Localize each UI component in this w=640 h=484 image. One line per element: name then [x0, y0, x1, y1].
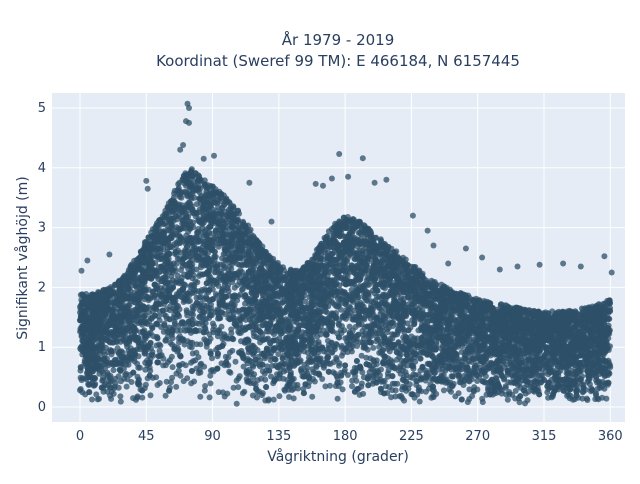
data-point	[111, 367, 117, 373]
data-point	[228, 300, 234, 306]
data-point	[89, 397, 95, 403]
data-point	[210, 321, 216, 327]
data-point	[157, 348, 163, 354]
data-point	[335, 396, 341, 402]
data-point	[401, 398, 407, 404]
data-point	[393, 387, 399, 393]
data-point	[286, 394, 292, 400]
data-point	[359, 353, 365, 359]
data-point	[469, 393, 475, 399]
data-point	[170, 364, 176, 370]
data-point	[398, 371, 404, 377]
data-point	[377, 326, 383, 332]
data-point	[124, 384, 130, 390]
data-point	[216, 389, 222, 395]
data-point	[197, 394, 203, 400]
data-point	[349, 383, 355, 389]
data-point	[241, 389, 247, 395]
data-point	[219, 324, 225, 330]
data-point	[173, 371, 179, 377]
data-point	[273, 357, 279, 363]
data-point	[208, 380, 214, 386]
data-point	[93, 391, 99, 397]
data-point	[172, 321, 178, 327]
data-point	[194, 201, 200, 207]
data-point	[428, 395, 434, 401]
data-point	[207, 331, 213, 337]
data-point	[118, 399, 124, 405]
data-point	[584, 397, 590, 403]
data-point	[228, 370, 234, 376]
data-point	[167, 385, 173, 391]
data-point	[441, 387, 447, 393]
